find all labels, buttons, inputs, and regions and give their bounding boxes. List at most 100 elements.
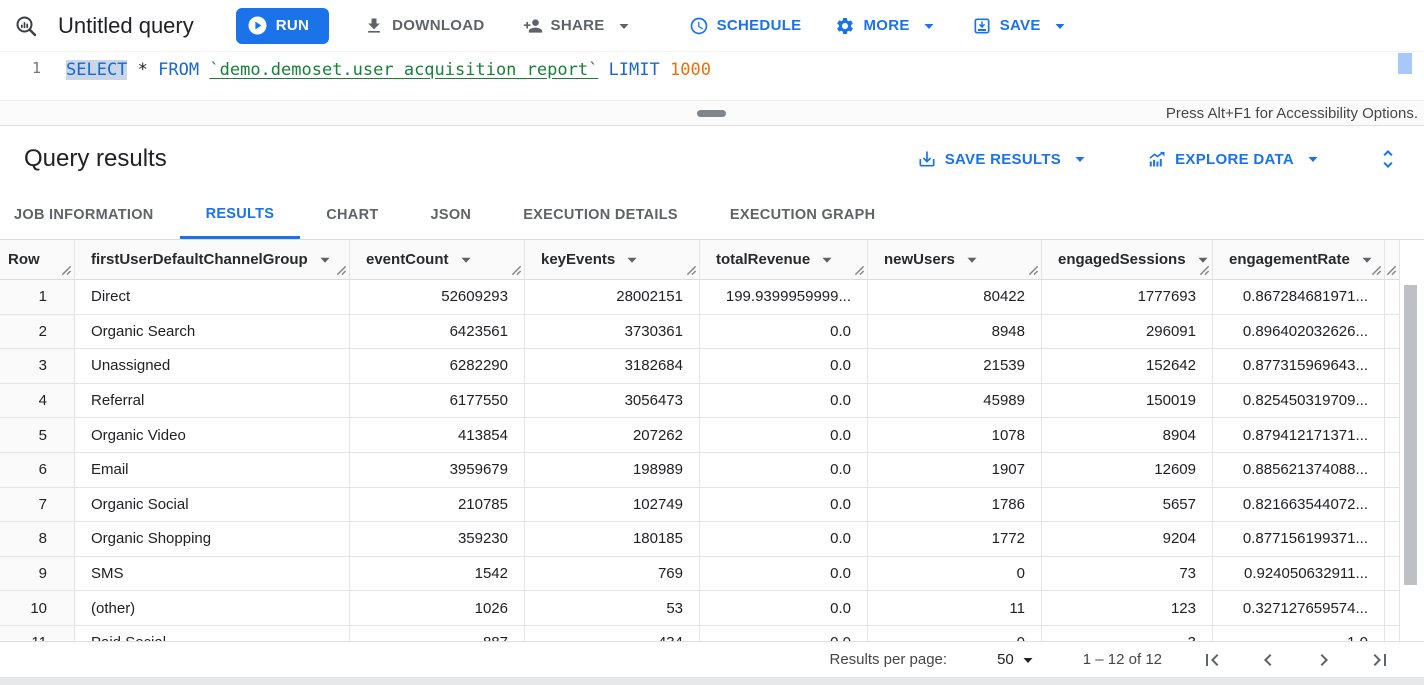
table-cell: 5657 [1042,487,1213,522]
table-cell: 434 [525,625,700,641]
column-resize-handle-icon[interactable] [1028,265,1039,276]
table-cell: Organic Social [75,487,350,522]
table-cell: 8904 [1042,418,1213,452]
column-menu-caret-icon[interactable] [963,251,981,269]
table-cell: 413854 [350,418,525,452]
table-row: 4 Referral 6177550 3056473 0.0 45989 150019 0.8… [0,383,1400,419]
previous-page-button[interactable] [1256,648,1280,672]
sql-token [660,60,670,80]
tab-execution-graph[interactable]: EXECUTION GRAPH [729,207,876,223]
editor-scrollbar-thumb[interactable] [1398,53,1412,74]
column-resize-handle-icon[interactable] [336,265,347,276]
column-menu-caret-icon[interactable] [316,251,334,269]
table-cell: 0.0 [700,625,868,641]
tab-chart[interactable]: CHART [326,207,379,223]
table-cell: Paid Social [75,625,350,641]
page-range-text: 1 – 12 of 12 [1082,651,1162,668]
column-resize-handle-icon[interactable] [61,265,72,276]
column-label: engagedSessions [1058,251,1186,268]
column-header-keyEvents[interactable]: keyEvents [525,240,700,279]
more-button[interactable]: MORE [831,8,941,44]
chevron-down-icon [1019,651,1037,669]
last-page-button[interactable] [1368,648,1392,672]
table-cell: 0.867284681971... [1213,280,1385,314]
table-cell: 6282290 [350,349,525,383]
explore-data-button[interactable]: EXPLORE DATA [1143,141,1326,177]
column-menu-caret-icon[interactable] [623,251,641,269]
column-header-newUsers[interactable]: newUsers [868,240,1042,279]
sql-code-line[interactable]: SELECT * FROM `demo.demoset.user_acquisi… [66,58,711,82]
column-resize-handle-icon[interactable] [1371,265,1382,276]
table-header-row: Row firstUserDefaultChannelGroup eventCoun… [0,240,1400,280]
table-cell: 1907 [868,452,1042,487]
line-number: 1 [31,59,41,77]
share-button[interactable]: SHARE [519,8,637,44]
row-number-cell: 2 [0,314,75,349]
column-menu-caret-icon[interactable] [457,251,475,269]
column-header-eventCount[interactable]: eventCount [350,240,525,279]
sql-editor[interactable]: 1 SELECT * FROM `demo.demoset.user_acqui… [0,52,1424,100]
table-cell: 0.0 [700,418,868,452]
table-cell: 0 [868,625,1042,641]
column-header-engagementRate[interactable]: engagementRate [1213,240,1385,279]
column-header-totalRevenue[interactable]: totalRevenue [700,240,868,279]
table-cell: 0.0 [700,314,868,349]
table-cell: 123 [1042,591,1213,625]
column-label: Row [8,251,40,268]
tab-results[interactable]: RESULTS [179,192,301,239]
column-label: newUsers [884,251,955,268]
column-label: firstUserDefaultChannelGroup [91,251,308,268]
table-cell: 0.821663544072... [1213,487,1385,522]
table-cell: 0.825450319709... [1213,383,1385,418]
table-cell: 198989 [525,452,700,487]
column-header-engagedSessions[interactable]: engagedSessions [1042,240,1213,279]
tab-execution-details[interactable]: EXECUTION DETAILS [523,207,678,223]
expand-panel-button[interactable] [1376,141,1400,177]
column-resize-handle-icon[interactable] [1386,265,1397,276]
schedule-button[interactable]: SCHEDULE [685,8,806,44]
column-menu-caret-icon[interactable] [1358,251,1376,269]
table-cell: 0.0 [700,522,868,556]
table-cell: Organic Search [75,314,350,349]
save-results-button[interactable]: SAVE RESULTS [913,141,1093,177]
table-cell: 9204 [1042,522,1213,556]
table-cell: 0.896402032626... [1213,314,1385,349]
table-cell: 1777693 [1042,280,1213,314]
table-cell: 102749 [525,487,700,522]
column-menu-caret-icon[interactable] [818,251,836,269]
save-button[interactable]: SAVE [968,8,1073,44]
chevron-down-icon [1304,150,1322,168]
results-tabs: JOB INFORMATION RESULTS CHART JSON EXECUTION… [0,192,1424,240]
first-page-button[interactable] [1200,648,1224,672]
table-cell: Organic Shopping [75,522,350,556]
download-button[interactable]: DOWNLOAD [360,8,488,44]
table-cell: 3730361 [525,314,700,349]
column-menu-caret-icon[interactable] [1194,251,1212,269]
schedule-button-label: SCHEDULE [716,17,802,34]
column-resize-handle-icon[interactable] [511,265,522,276]
table-cell: 3959679 [350,452,525,487]
run-button[interactable]: RUN [235,7,330,44]
next-page-button[interactable] [1312,648,1336,672]
row-number-cell: 3 [0,349,75,383]
splitter-drag-handle[interactable] [697,110,726,117]
column-label: engagementRate [1229,251,1350,268]
query-results-title: Query results [24,145,167,172]
column-resize-handle-icon[interactable] [686,265,697,276]
table-cell: 0.924050632911... [1213,556,1385,591]
column-resize-handle-icon[interactable] [1199,265,1210,276]
table-scrollbar-thumb[interactable] [1404,285,1417,585]
table-cell: 0 [868,556,1042,591]
sql-table-link[interactable]: `demo.demoset.user_acquisition_report` [209,60,599,80]
unfold-more-icon [1376,147,1400,171]
page-size-select[interactable]: 50 [991,650,1043,670]
table-row: 5 Organic Video 413854 207262 0.0 1078 8904 0.8… [0,418,1400,453]
sql-token: SELECT [66,60,128,80]
table-row: 8 Organic Shopping 359230 180185 0.0 1772 9204… [0,522,1400,557]
column-resize-handle-icon[interactable] [854,265,865,276]
tab-json[interactable]: JSON [430,207,472,223]
results-per-page-label: Results per page: [829,651,948,668]
table-cell: 80422 [868,280,1042,314]
column-header-firstUserDefaultChannelGroup[interactable]: firstUserDefaultChannelGroup [75,240,350,279]
tab-job-information[interactable]: JOB INFORMATION [14,207,154,223]
